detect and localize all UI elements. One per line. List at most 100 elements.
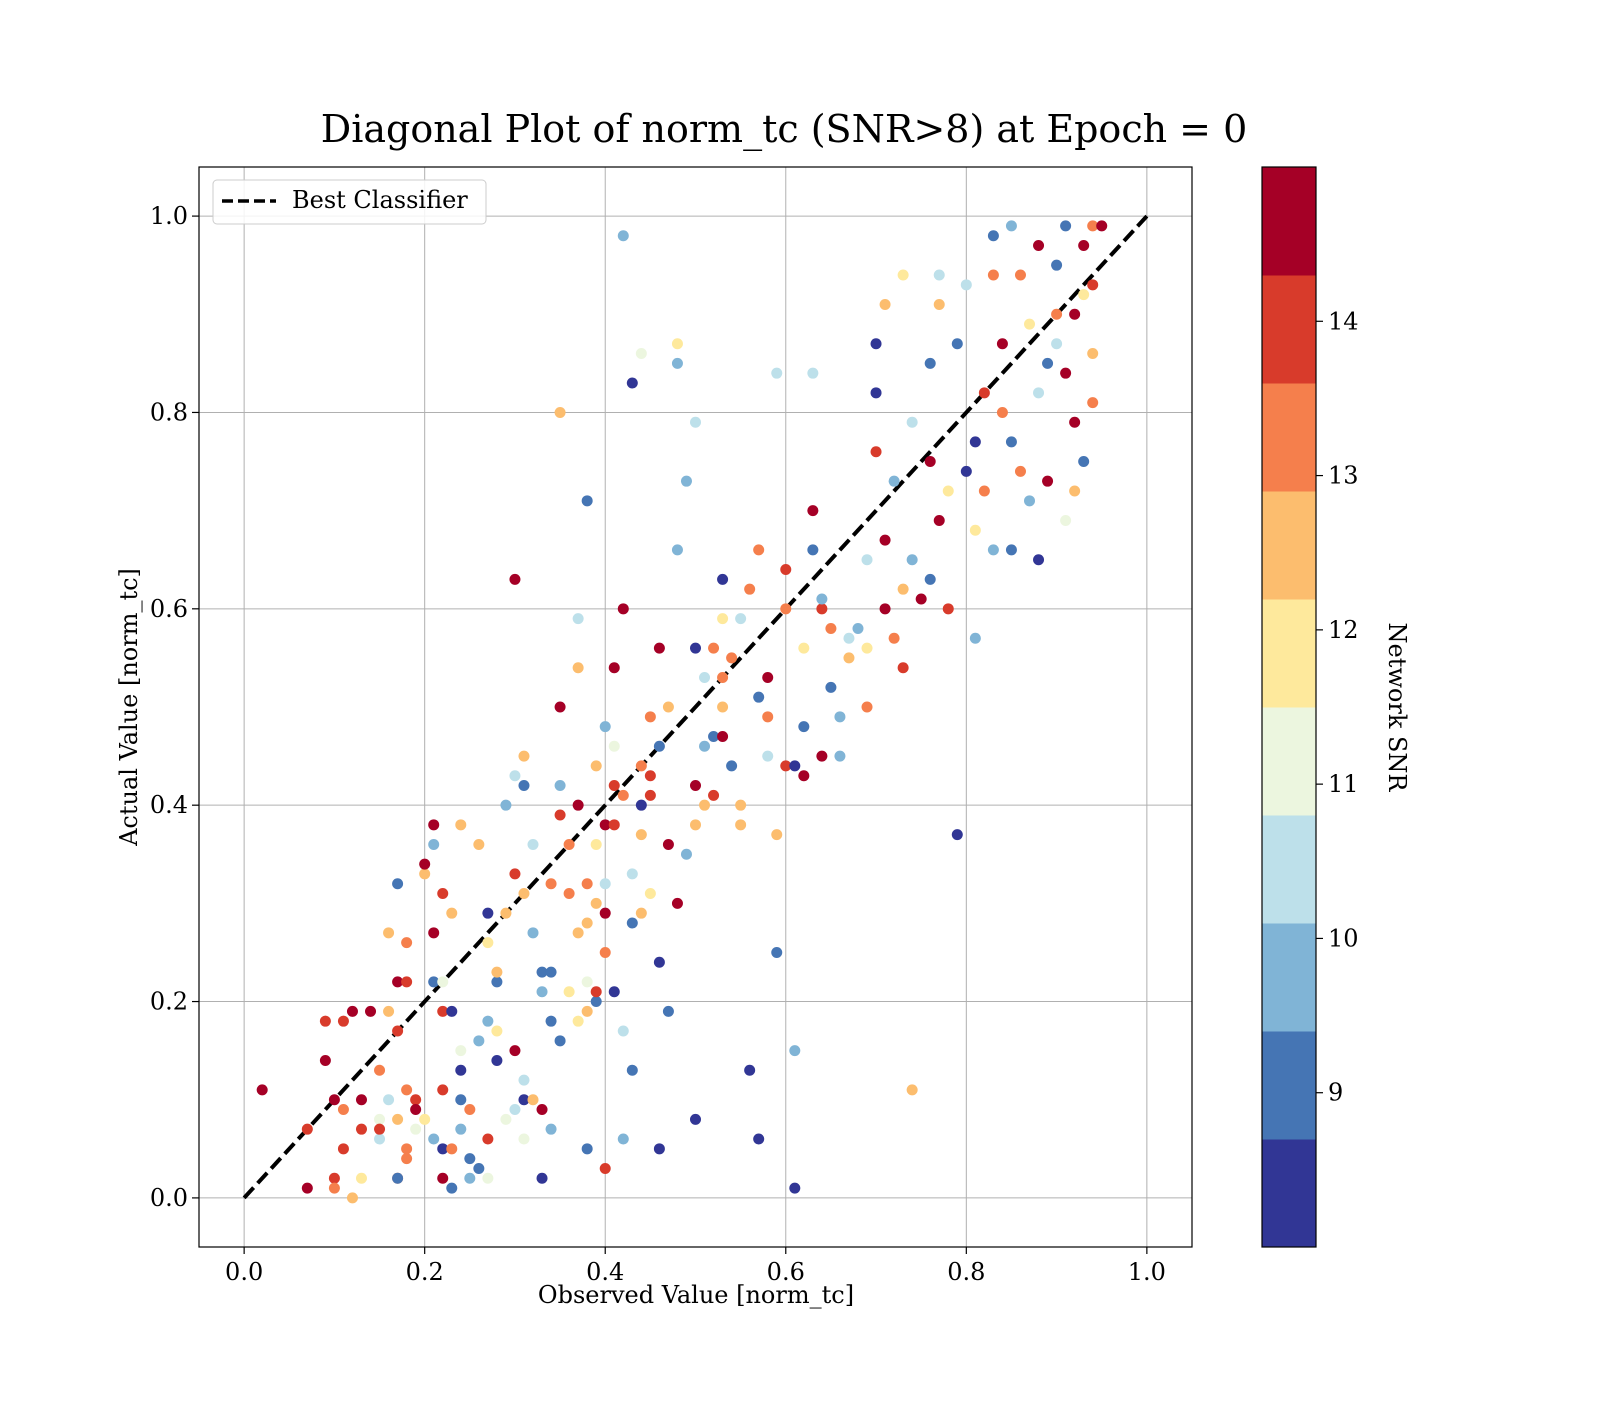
data-point <box>455 1064 467 1076</box>
data-point <box>337 1143 349 1155</box>
y-tick-label: 0.8 <box>150 398 188 426</box>
data-point <box>491 976 503 988</box>
data-point <box>1051 338 1063 350</box>
data-point <box>1033 554 1045 566</box>
data-point <box>960 465 972 477</box>
data-point <box>735 613 747 625</box>
data-point <box>455 1094 467 1106</box>
data-point <box>337 1104 349 1116</box>
data-point <box>1051 308 1063 320</box>
data-point <box>843 652 855 664</box>
data-point <box>581 917 593 929</box>
data-point <box>419 868 431 880</box>
data-point <box>861 701 873 713</box>
data-point <box>1087 279 1099 291</box>
data-point <box>888 632 900 644</box>
data-point <box>572 799 584 811</box>
data-point <box>392 1172 404 1184</box>
data-point <box>816 603 828 615</box>
data-point <box>1014 269 1026 281</box>
data-point <box>662 701 674 713</box>
data-point <box>419 1113 431 1125</box>
data-point <box>509 1045 521 1057</box>
data-point <box>933 298 945 310</box>
data-point <box>599 878 611 890</box>
colorbar-label: Network SNR <box>1383 623 1411 793</box>
chart-title: Diagonal Plot of norm_tc (SNR>8) at Epoc… <box>321 107 1248 152</box>
data-point <box>590 760 602 772</box>
data-point <box>536 1172 548 1184</box>
data-point <box>1087 348 1099 360</box>
colorbar-tick-label: 13 <box>1328 462 1359 490</box>
data-point <box>671 897 683 909</box>
data-point <box>653 1143 665 1155</box>
colorbar-segment <box>1262 1139 1316 1248</box>
data-point <box>888 475 900 487</box>
data-point <box>771 946 783 958</box>
data-point <box>301 1182 313 1194</box>
data-point <box>473 838 485 850</box>
data-point <box>410 1094 422 1106</box>
data-point <box>527 838 539 850</box>
data-point <box>816 750 828 762</box>
data-point <box>879 603 891 615</box>
data-point <box>392 1025 404 1037</box>
data-point <box>1042 475 1054 487</box>
data-point <box>590 996 602 1008</box>
data-point <box>509 573 521 585</box>
data-point <box>464 1153 476 1165</box>
legend-box <box>212 179 487 225</box>
data-point <box>635 348 647 360</box>
data-point <box>780 603 792 615</box>
data-point <box>924 357 936 369</box>
data-point <box>762 711 774 723</box>
data-point <box>500 799 512 811</box>
data-point <box>599 907 611 919</box>
data-point <box>933 269 945 281</box>
data-point <box>879 534 891 546</box>
data-point <box>653 740 665 752</box>
data-point <box>446 907 458 919</box>
data-point <box>825 681 837 693</box>
x-tick-label: 0.2 <box>406 1258 444 1286</box>
data-point <box>509 1104 521 1116</box>
data-point <box>771 829 783 841</box>
data-point <box>554 406 566 418</box>
data-point <box>428 1133 440 1145</box>
colorbar-tick-label: 14 <box>1328 307 1359 335</box>
data-point <box>726 760 738 772</box>
data-point <box>545 1015 557 1027</box>
data-point <box>374 1133 386 1145</box>
data-point <box>861 554 873 566</box>
data-point <box>915 593 927 605</box>
data-point <box>410 1104 422 1116</box>
data-point <box>428 927 440 939</box>
data-point <box>518 750 530 762</box>
data-point <box>626 868 638 880</box>
data-point <box>581 878 593 890</box>
data-point <box>897 269 909 281</box>
data-point <box>617 789 629 801</box>
data-point <box>906 416 918 428</box>
data-point <box>581 976 593 988</box>
data-point <box>554 780 566 792</box>
data-point <box>599 721 611 733</box>
data-point <box>319 1015 331 1027</box>
data-point <box>500 1113 512 1125</box>
data-point <box>518 1133 530 1145</box>
colorbar-segment <box>1262 167 1316 276</box>
data-point <box>446 1182 458 1194</box>
data-point <box>563 888 575 900</box>
data-point <box>410 1123 422 1135</box>
data-point <box>635 907 647 919</box>
data-point <box>518 780 530 792</box>
data-point <box>455 819 467 831</box>
data-point <box>1033 387 1045 399</box>
data-point <box>960 279 972 291</box>
data-point <box>1069 485 1081 497</box>
data-point <box>437 1143 449 1155</box>
data-point <box>852 622 864 634</box>
data-point <box>482 1172 494 1184</box>
data-point <box>346 1005 358 1017</box>
data-point <box>518 888 530 900</box>
